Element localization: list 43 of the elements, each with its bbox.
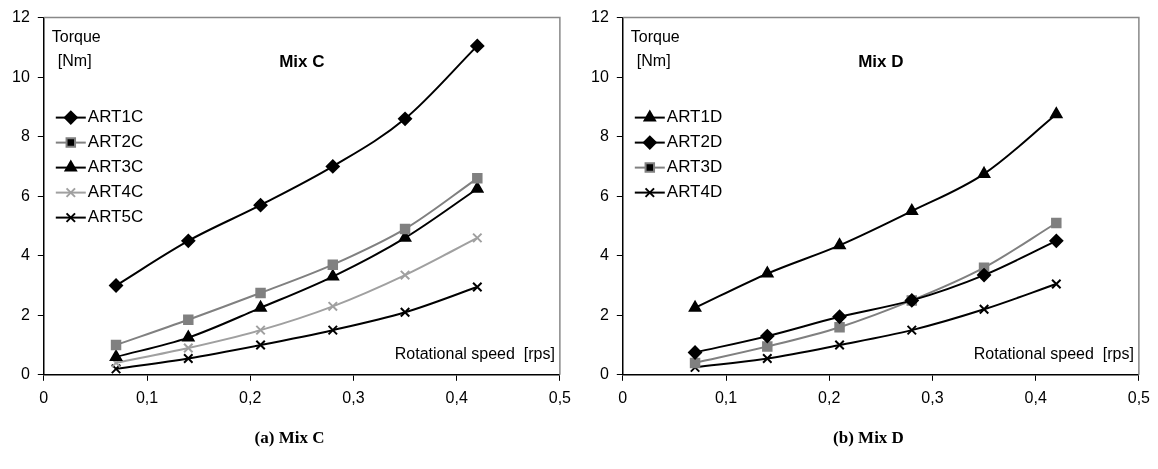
legend-label: ART1C [87,107,144,127]
legend-label: ART2D [666,132,723,152]
legend-label: ART2C [87,132,144,152]
legend-label: ART3C [87,157,144,177]
x-tick-label: 0,1 [135,388,159,406]
legend-label: ART3D [666,157,723,177]
text: (b) Mix D [832,428,905,448]
x-tick-label: 0 [39,388,49,406]
x-tick-label: 0,2 [239,388,262,406]
y-tick-label: 8 [20,127,30,145]
x-tick-label: 0,5 [1127,388,1151,406]
y-tick-label: 4 [20,246,30,264]
x-axis-title: Rotational speed [rps] [394,345,555,363]
y-tick-label: 10 [12,67,30,85]
legend-label: ART5C [87,207,144,227]
legend-label: ART1D [666,107,723,127]
x-tick-label: 0,5 [548,388,572,406]
y-tick-label: 12 [12,8,30,26]
text: (a) Mix C [253,428,326,448]
legend-label: ART4C [87,182,144,202]
y-tick-label: 0 [20,365,30,383]
x-tick-label: 0 [618,388,628,406]
text: Mix C [279,52,325,72]
y-tick-label: 2 [599,305,609,323]
y-axis-title: Torque [Nm] [630,28,680,70]
x-tick-label: 0,2 [818,388,841,406]
x-tick-label: 0,4 [1024,388,1047,406]
y-tick-label: 6 [599,186,609,204]
legend-label: ART4D [666,182,723,202]
y-tick-label: 6 [20,186,30,204]
y-tick-label: 12 [591,8,609,26]
y-tick-label: 0 [599,365,609,383]
y-tick-label: 2 [20,305,30,323]
x-tick-label: 0,3 [921,388,944,406]
y-tick-label: 4 [599,246,609,264]
x-tick-label: 0,3 [342,388,365,406]
y-tick-label: 8 [599,127,609,145]
x-tick-label: 0,1 [714,388,738,406]
text: Mix D [858,52,904,72]
y-tick-label: 10 [591,67,609,85]
y-axis-title: Torque [Nm] [51,28,101,70]
x-tick-label: 0,4 [445,388,468,406]
x-axis-title: Rotational speed [rps] [973,345,1134,363]
